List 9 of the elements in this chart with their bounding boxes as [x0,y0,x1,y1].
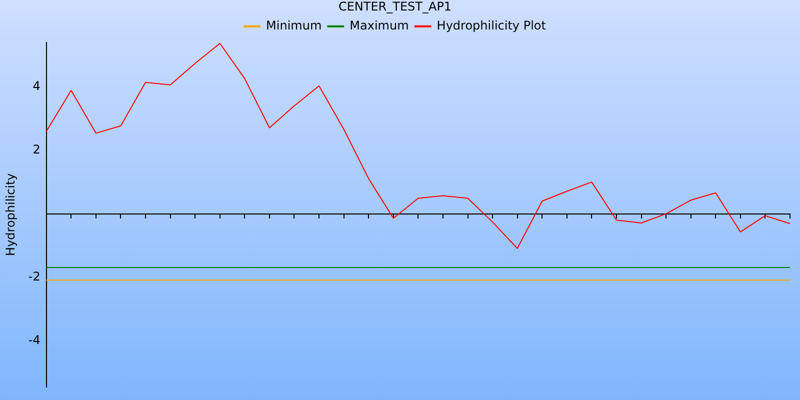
legend-label: Hydrophilicity Plot [436,18,546,33]
y-tick-label: -2 [28,269,40,284]
chart-title: CENTER_TEST_AP1 [338,0,452,14]
y-tick-label: 4 [32,78,40,93]
legend-label: Minimum [266,18,322,33]
y-axis-title: Hydrophilicity [3,173,18,256]
y-tick-label: -4 [28,332,40,347]
legend-label: Maximum [350,18,409,33]
y-tick-label: 2 [32,142,40,156]
